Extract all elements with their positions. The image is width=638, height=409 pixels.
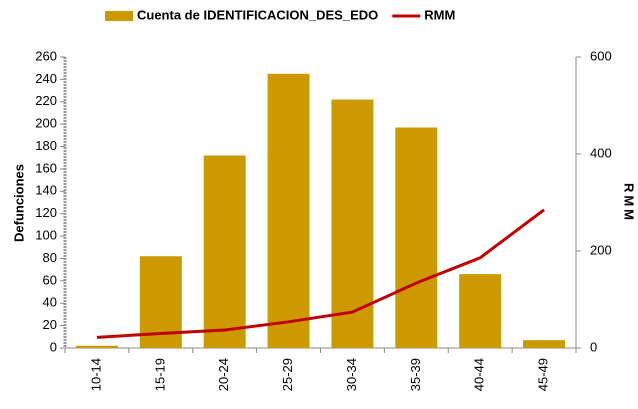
y2-tick-label: 400 [590, 145, 612, 160]
y-tick-label: 220 [35, 93, 57, 108]
y2-axis-title: RMM [622, 183, 637, 223]
bar [459, 274, 502, 348]
legend-label: Cuenta de IDENTIFICACION_DES_EDO [137, 7, 378, 22]
legend-label: RMM [424, 7, 455, 22]
x-tick-label: 35-39 [408, 358, 423, 391]
bar [267, 73, 310, 349]
y-tick-label: 140 [35, 183, 57, 198]
y-tick-label: 160 [35, 160, 57, 175]
legend-swatch [105, 11, 133, 21]
y2-tick-label: 200 [590, 242, 612, 257]
y-tick-label: 260 [35, 48, 57, 63]
y-tick-label: 240 [35, 71, 57, 86]
y-tick-label: 40 [43, 295, 57, 310]
x-tick-label: 40-44 [472, 358, 487, 391]
y-tick-label: 180 [35, 138, 57, 153]
y-tick-label: 20 [43, 317, 57, 332]
bar [75, 345, 118, 348]
y-tick-label: 100 [35, 228, 57, 243]
bar [203, 155, 246, 348]
y2-tick-label: 0 [590, 339, 597, 354]
x-tick-label: 30-34 [344, 358, 359, 391]
bar [395, 127, 438, 348]
x-tick-label: 15-19 [152, 358, 167, 391]
line [96, 208, 545, 339]
x-tick-label: 20-24 [216, 358, 231, 391]
y-tick-label: 60 [43, 272, 57, 287]
y-tick-label: 200 [35, 116, 57, 131]
x-tick-label: 25-29 [280, 358, 295, 391]
y-tick-label: 120 [35, 205, 57, 220]
y-axis-title: Defunciones [11, 164, 26, 242]
y2-tick-label: 600 [590, 48, 612, 63]
y-tick-label: 80 [43, 250, 57, 265]
bar [523, 340, 566, 348]
x-tick-label: 45-49 [536, 358, 551, 391]
x-tick-label: 10-14 [88, 358, 103, 391]
y-tick-label: 0 [50, 339, 57, 354]
